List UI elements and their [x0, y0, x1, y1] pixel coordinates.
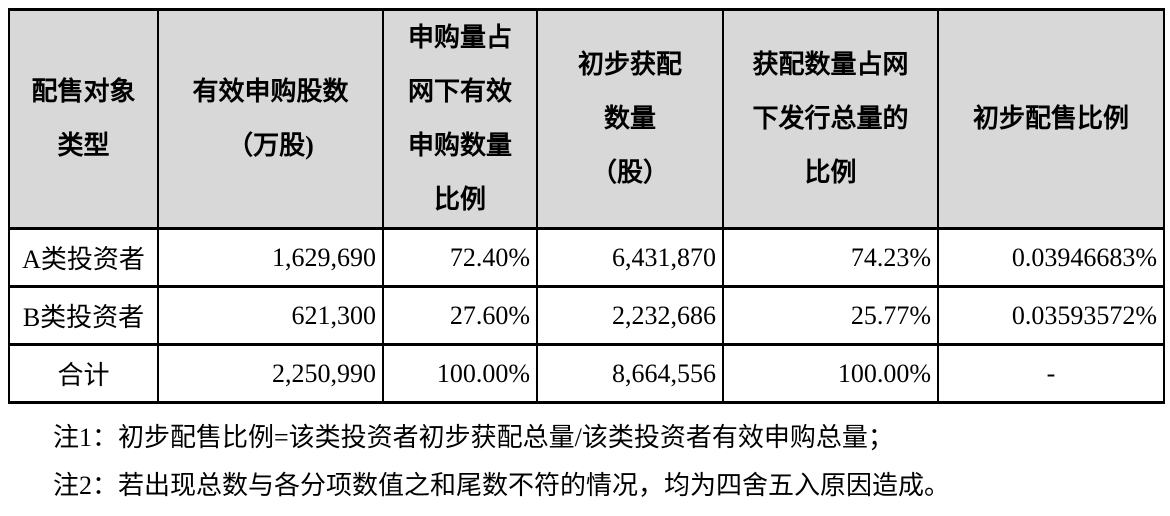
- header-line: 比例: [433, 185, 486, 214]
- header-line: 申购数量: [407, 131, 512, 160]
- cell-valid-shares: 621,300: [157, 285, 384, 346]
- cell-allocated-quantity: 2,232,686: [536, 285, 724, 346]
- cell-subscription-pct: 27.60%: [382, 285, 538, 346]
- header-line: 有效申购股数: [192, 77, 349, 106]
- header-line: 配售对象: [31, 77, 136, 106]
- footnotes: 注1：初步配售比例=该类投资者初步获配总量/该类投资者有效申购总量； 注2：若出…: [53, 414, 1153, 510]
- cell-placement-ratio: -: [937, 343, 1165, 404]
- table-row-total: 合计 2,250,990 100.00% 8,664,556 100.00% -: [8, 343, 1165, 404]
- cell-valid-shares: 1,629,690: [157, 227, 384, 288]
- header-line: 数量: [603, 104, 656, 133]
- header-line: （股）: [590, 158, 669, 187]
- header-line: 下发行总量的: [752, 104, 909, 133]
- header-line: 初步获配: [577, 50, 682, 79]
- header-line: 网下有效: [407, 77, 512, 106]
- cell-investor-type: B类投资者: [8, 285, 159, 346]
- table-row-investor-b: B类投资者 621,300 27.60% 2,232,686 25.77% 0.…: [8, 285, 1165, 346]
- cell-allocated-quantity: 8,664,556: [536, 343, 724, 404]
- header-cell-subscription-ratio: 申购量占 网下有效 申购数量 比例: [382, 8, 538, 230]
- header-line: 初步配售比例: [972, 104, 1129, 133]
- cell-allocated-pct: 74.23%: [722, 227, 939, 288]
- table-header-row: 配售对象 类型 有效申购股数 （万股) 申购量占 网下有效 申购数量 比例 初步…: [8, 8, 1165, 230]
- header-cell-allocated-quantity-ratio: 获配数量占网 下发行总量的 比例: [722, 8, 939, 230]
- cell-investor-type: 合计: [8, 343, 159, 404]
- header-line: 比例: [804, 158, 857, 187]
- cell-allocated-quantity: 6,431,870: [536, 227, 724, 288]
- cell-investor-type: A类投资者: [8, 227, 159, 288]
- cell-allocated-pct: 100.00%: [722, 343, 939, 404]
- cell-placement-ratio: 0.03593572%: [937, 285, 1165, 346]
- header-cell-preliminary-placement-ratio: 初步配售比例: [937, 8, 1165, 230]
- header-cell-allocation-type: 配售对象 类型: [8, 8, 159, 230]
- table-row-investor-a: A类投资者 1,629,690 72.40% 6,431,870 74.23% …: [8, 227, 1165, 288]
- cell-allocated-pct: 25.77%: [722, 285, 939, 346]
- header-line: 获配数量占网: [752, 50, 909, 79]
- allocation-table: 配售对象 类型 有效申购股数 （万股) 申购量占 网下有效 申购数量 比例 初步…: [8, 8, 1165, 404]
- header-line: 类型: [57, 131, 110, 160]
- cell-valid-shares: 2,250,990: [157, 343, 384, 404]
- header-cell-preliminary-allocated-quantity: 初步获配 数量 （股）: [536, 8, 724, 230]
- footnote-2: 注2：若出现总数与各分项数值之和尾数不符的情况，均为四舍五入原因造成。: [53, 471, 951, 500]
- header-cell-valid-subscription-shares: 有效申购股数 （万股): [157, 8, 384, 230]
- header-line: （万股): [227, 131, 314, 160]
- footnote-1: 注1：初步配售比例=该类投资者初步获配总量/该类投资者有效申购总量；: [53, 423, 894, 452]
- cell-placement-ratio: 0.03946683%: [937, 227, 1165, 288]
- header-line: 申购量占: [407, 23, 512, 52]
- cell-subscription-pct: 100.00%: [382, 343, 538, 404]
- cell-subscription-pct: 72.40%: [382, 227, 538, 288]
